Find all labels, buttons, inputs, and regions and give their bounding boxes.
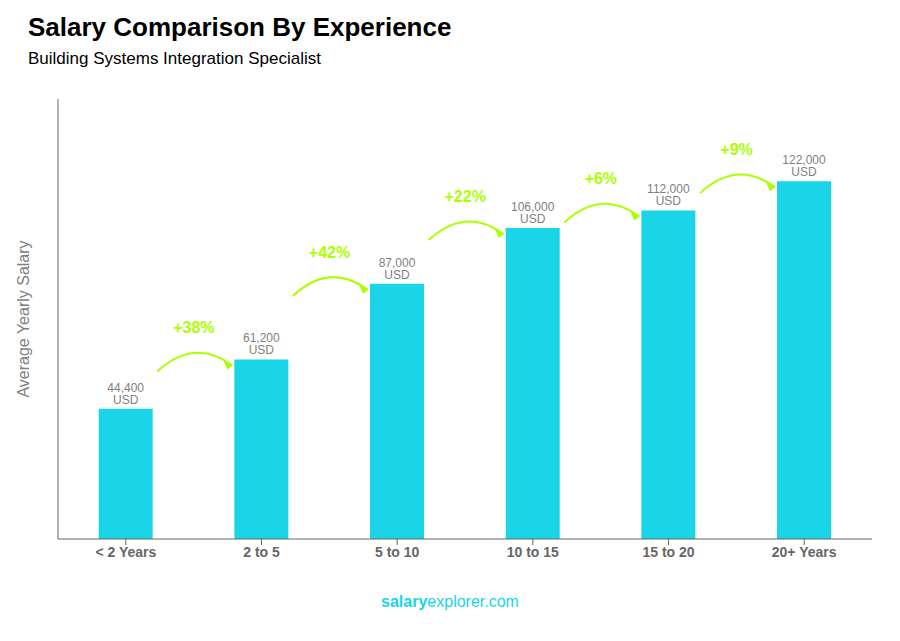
svg-text:2 to 5: 2 to 5 (243, 544, 280, 560)
svg-text:+42%: +42% (309, 244, 350, 261)
svg-text:< 2 Years: < 2 Years (95, 544, 156, 560)
svg-text:61,200USD: 61,200USD (243, 331, 280, 357)
html-text:Salary Comparison By Experienc: Salary Comparison By Experience (28, 12, 452, 42)
svg-text:10 to 15: 10 to 15 (507, 544, 559, 560)
svg-text:Average Yearly Salary: Average Yearly Salary (15, 240, 32, 397)
html-text:salary explorer.com: salary explorer.com (381, 593, 519, 610)
html-text:Building Systems Integration S: Building Systems Integration Specialist (28, 49, 321, 68)
svg-text:+9%: +9% (720, 141, 752, 158)
svg-text:87,000USD: 87,000USD (379, 256, 416, 282)
svg-text:15 to 20: 15 to 20 (642, 544, 694, 560)
svg-text:+22%: +22% (445, 188, 486, 205)
svg-text:112,000USD: 112,000USD (647, 182, 690, 208)
svg-text:5 to 10: 5 to 10 (375, 544, 420, 560)
svg-text:44,400USD: 44,400USD (107, 381, 144, 407)
svg-text:122,000USD: 122,000USD (782, 153, 826, 179)
svg-text:+6%: +6% (585, 170, 617, 187)
svg-text:+38%: +38% (173, 319, 214, 336)
svg-text:20+ Years: 20+ Years (772, 544, 837, 560)
svg-text:106,000USD: 106,000USD (511, 200, 555, 226)
